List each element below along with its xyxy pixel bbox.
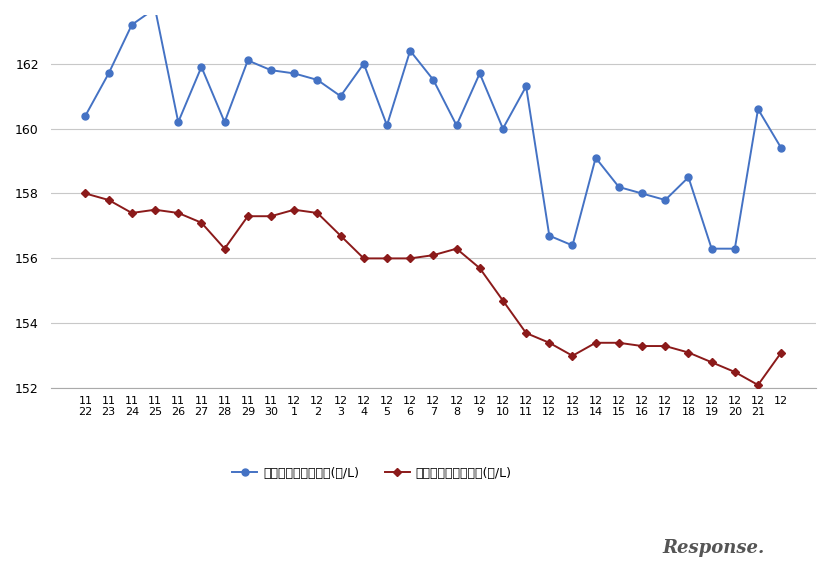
レギュラー看板価格(円/L) xyxy=(498,125,508,132)
レギュラー看板価格(円/L) xyxy=(730,245,740,252)
レギュラー看板価格(円/L) xyxy=(568,242,578,249)
Text: Response.: Response. xyxy=(662,538,765,557)
レギュラー実売価格(円/L) xyxy=(521,329,531,336)
レギュラー看板価格(円/L) xyxy=(706,245,716,252)
レギュラー実売価格(円/L) xyxy=(661,343,671,349)
レギュラー実売価格(円/L) xyxy=(312,210,322,216)
レギュラー看板価格(円/L) xyxy=(196,64,206,70)
レギュラー看板価格(円/L) xyxy=(753,106,763,112)
レギュラー実売価格(円/L) xyxy=(706,359,716,366)
レギュラー実売価格(円/L) xyxy=(104,197,114,203)
レギュラー看板価格(円/L) xyxy=(81,112,91,119)
レギュラー実売価格(円/L) xyxy=(451,245,461,252)
レギュラー看板価格(円/L) xyxy=(776,145,786,152)
レギュラー看板価格(円/L) xyxy=(127,22,137,28)
Line: レギュラー実売価格(円/L): レギュラー実売価格(円/L) xyxy=(82,190,784,388)
レギュラー実売価格(円/L) xyxy=(359,255,369,262)
レギュラー実売価格(円/L) xyxy=(475,265,484,272)
Legend: レギュラー看板価格(円/L), レギュラー実売価格(円/L): レギュラー看板価格(円/L), レギュラー実売価格(円/L) xyxy=(228,462,517,485)
レギュラー実売価格(円/L) xyxy=(568,352,578,359)
レギュラー看板価格(円/L) xyxy=(266,67,276,74)
レギュラー実売価格(円/L) xyxy=(683,349,693,356)
レギュラー実売価格(円/L) xyxy=(266,213,276,220)
レギュラー実売価格(円/L) xyxy=(336,232,346,239)
レギュラー看板価格(円/L) xyxy=(243,57,253,64)
レギュラー実売価格(円/L) xyxy=(544,340,554,346)
レギュラー看板価格(円/L) xyxy=(406,47,416,54)
レギュラー実売価格(円/L) xyxy=(730,369,740,375)
レギュラー看板価格(円/L) xyxy=(591,154,601,161)
レギュラー実売価格(円/L) xyxy=(243,213,253,220)
レギュラー看板価格(円/L) xyxy=(289,70,299,77)
レギュラー看板価格(円/L) xyxy=(312,77,322,83)
レギュラー看板価格(円/L) xyxy=(475,70,484,77)
レギュラー実売価格(円/L) xyxy=(81,190,91,197)
レギュラー看板価格(円/L) xyxy=(637,190,647,197)
レギュラー看板価格(円/L) xyxy=(219,119,229,126)
レギュラー看板価格(円/L) xyxy=(173,119,183,126)
Line: レギュラー看板価格(円/L): レギュラー看板価格(円/L) xyxy=(82,5,784,252)
レギュラー実売価格(円/L) xyxy=(614,340,624,346)
レギュラー看板価格(円/L) xyxy=(451,122,461,129)
レギュラー実売価格(円/L) xyxy=(637,343,647,349)
レギュラー実売価格(円/L) xyxy=(406,255,416,262)
レギュラー実売価格(円/L) xyxy=(776,349,786,356)
レギュラー実売価格(円/L) xyxy=(428,252,438,258)
レギュラー看板価格(円/L) xyxy=(428,77,438,83)
レギュラー実売価格(円/L) xyxy=(127,210,137,216)
レギュラー実売価格(円/L) xyxy=(753,382,763,389)
レギュラー看板価格(円/L) xyxy=(614,183,624,190)
レギュラー実売価格(円/L) xyxy=(591,340,601,346)
レギュラー実売価格(円/L) xyxy=(150,206,160,213)
レギュラー看板価格(円/L) xyxy=(336,93,346,99)
レギュラー看板価格(円/L) xyxy=(521,83,531,90)
レギュラー看板価格(円/L) xyxy=(359,60,369,67)
レギュラー実売価格(円/L) xyxy=(498,297,508,304)
レギュラー実売価格(円/L) xyxy=(173,210,183,216)
レギュラー実売価格(円/L) xyxy=(382,255,392,262)
レギュラー実売価格(円/L) xyxy=(219,245,229,252)
レギュラー看板価格(円/L) xyxy=(683,174,693,181)
レギュラー看板価格(円/L) xyxy=(661,197,671,203)
レギュラー看板価格(円/L) xyxy=(150,5,160,12)
レギュラー看板価格(円/L) xyxy=(382,122,392,129)
レギュラー実売価格(円/L) xyxy=(289,206,299,213)
レギュラー看板価格(円/L) xyxy=(104,70,114,77)
レギュラー看板価格(円/L) xyxy=(544,232,554,239)
レギュラー実売価格(円/L) xyxy=(196,219,206,226)
